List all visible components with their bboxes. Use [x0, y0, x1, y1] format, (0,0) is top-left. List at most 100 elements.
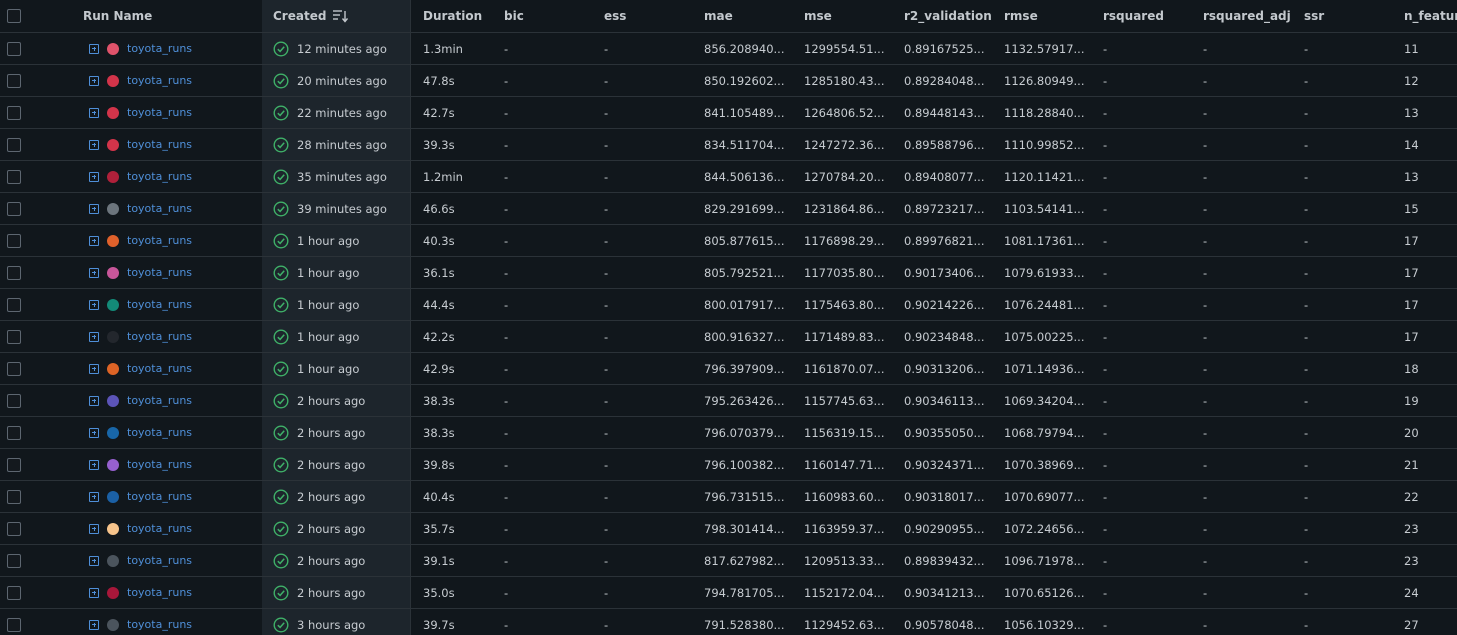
table-row[interactable]: toyota_runs 2 hours ago 39.1s - - 817.627982.… — [0, 545, 1457, 577]
table-row[interactable]: toyota_runs 1 hour ago 36.1s - - 805.792521..… — [0, 257, 1457, 289]
header-run-name[interactable]: Run Name — [83, 0, 263, 32]
run-color-dot[interactable] — [107, 586, 119, 599]
header-created[interactable]: Created — [262, 0, 411, 32]
table-row[interactable]: toyota_runs 22 minutes ago 42.7s - - 841.1054… — [0, 97, 1457, 129]
run-name-link[interactable]: toyota_runs — [127, 586, 193, 599]
select-all-checkbox[interactable] — [7, 9, 21, 23]
row-checkbox[interactable] — [7, 329, 21, 344]
row-checkbox[interactable] — [7, 265, 21, 280]
run-name-link[interactable]: toyota_runs — [127, 330, 193, 343]
plus-square-icon[interactable] — [89, 139, 99, 150]
header-ssr[interactable]: ssr — [1304, 0, 1394, 32]
header-rsquared[interactable]: rsquared — [1103, 0, 1198, 32]
run-color-dot[interactable] — [107, 234, 119, 247]
table-row[interactable]: toyota_runs 2 hours ago 38.3s - - 796.070379.… — [0, 417, 1457, 449]
table-row[interactable]: toyota_runs 3 hours ago 39.7s - - 791.528380.… — [0, 609, 1457, 635]
run-name-link[interactable]: toyota_runs — [127, 202, 193, 215]
table-row[interactable]: toyota_runs 2 hours ago 38.3s - - 795.263426.… — [0, 385, 1457, 417]
run-color-dot[interactable] — [107, 554, 119, 567]
row-checkbox[interactable] — [7, 521, 21, 536]
row-checkbox[interactable] — [7, 73, 21, 88]
plus-square-icon[interactable] — [89, 75, 99, 86]
run-name-link[interactable]: toyota_runs — [127, 618, 193, 631]
run-color-dot[interactable] — [107, 426, 119, 439]
run-color-dot[interactable] — [107, 522, 119, 535]
plus-square-icon[interactable] — [89, 331, 99, 342]
run-name-link[interactable]: toyota_runs — [127, 426, 193, 439]
row-checkbox[interactable] — [7, 137, 21, 152]
plus-square-icon[interactable] — [89, 363, 99, 374]
table-row[interactable]: toyota_runs 20 minutes ago 47.8s - - 850.1926… — [0, 65, 1457, 97]
run-color-dot[interactable] — [107, 138, 119, 151]
run-name-link[interactable]: toyota_runs — [127, 458, 193, 471]
plus-square-icon[interactable] — [89, 107, 99, 118]
row-checkbox[interactable] — [7, 361, 21, 376]
run-name-link[interactable]: toyota_runs — [127, 362, 193, 375]
run-name-link[interactable]: toyota_runs — [127, 138, 193, 151]
row-checkbox[interactable] — [7, 297, 21, 312]
run-name-link[interactable]: toyota_runs — [127, 266, 193, 279]
row-checkbox[interactable] — [7, 617, 21, 632]
row-checkbox[interactable] — [7, 585, 21, 600]
run-color-dot[interactable] — [107, 74, 119, 87]
table-row[interactable]: toyota_runs 12 minutes ago 1.3min - - 856.208… — [0, 33, 1457, 65]
row-checkbox[interactable] — [7, 41, 21, 56]
row-checkbox[interactable] — [7, 105, 21, 120]
plus-square-icon[interactable] — [89, 43, 99, 54]
row-checkbox[interactable] — [7, 425, 21, 440]
header-mae[interactable]: mae — [704, 0, 794, 32]
plus-square-icon[interactable] — [89, 267, 99, 278]
run-color-dot[interactable] — [107, 202, 119, 215]
plus-square-icon[interactable] — [89, 619, 99, 630]
header-rmse[interactable]: rmse — [1004, 0, 1094, 32]
run-color-dot[interactable] — [107, 106, 119, 119]
header-bic[interactable]: bic — [504, 0, 594, 32]
run-name-link[interactable]: toyota_runs — [127, 106, 193, 119]
header-n-features[interactable]: n_feature — [1404, 0, 1457, 32]
plus-square-icon[interactable] — [89, 587, 99, 598]
row-checkbox[interactable] — [7, 489, 21, 504]
run-name-link[interactable]: toyota_runs — [127, 394, 193, 407]
plus-square-icon[interactable] — [89, 459, 99, 470]
row-checkbox[interactable] — [7, 457, 21, 472]
table-row[interactable]: toyota_runs 1 hour ago 42.2s - - 800.916327..… — [0, 321, 1457, 353]
row-checkbox[interactable] — [7, 233, 21, 248]
row-checkbox[interactable] — [7, 553, 21, 568]
table-row[interactable]: toyota_runs 1 hour ago 40.3s - - 805.877615..… — [0, 225, 1457, 257]
table-row[interactable]: toyota_runs 2 hours ago 39.8s - - 796.100382.… — [0, 449, 1457, 481]
run-color-dot[interactable] — [107, 490, 119, 503]
run-color-dot[interactable] — [107, 266, 119, 279]
plus-square-icon[interactable] — [89, 427, 99, 438]
header-mse[interactable]: mse — [804, 0, 894, 32]
row-checkbox[interactable] — [7, 169, 21, 184]
plus-square-icon[interactable] — [89, 555, 99, 566]
run-color-dot[interactable] — [107, 170, 119, 183]
header-duration[interactable]: Duration — [423, 0, 498, 32]
plus-square-icon[interactable] — [89, 171, 99, 182]
run-name-link[interactable]: toyota_runs — [127, 554, 193, 567]
run-color-dot[interactable] — [107, 458, 119, 471]
table-row[interactable]: toyota_runs 1 hour ago 42.9s - - 796.397909..… — [0, 353, 1457, 385]
plus-square-icon[interactable] — [89, 299, 99, 310]
row-checkbox[interactable] — [7, 393, 21, 408]
run-color-dot[interactable] — [107, 298, 119, 311]
run-name-link[interactable]: toyota_runs — [127, 170, 193, 183]
plus-square-icon[interactable] — [89, 203, 99, 214]
table-row[interactable]: toyota_runs 2 hours ago 40.4s - - 796.731515.… — [0, 481, 1457, 513]
header-rsquared-adj[interactable]: rsquared_adj — [1203, 0, 1298, 32]
run-name-link[interactable]: toyota_runs — [127, 42, 193, 55]
header-ess[interactable]: ess — [604, 0, 694, 32]
run-color-dot[interactable] — [107, 330, 119, 343]
table-row[interactable]: toyota_runs 2 hours ago 35.7s - - 798.301414.… — [0, 513, 1457, 545]
plus-square-icon[interactable] — [89, 523, 99, 534]
run-color-dot[interactable] — [107, 362, 119, 375]
run-name-link[interactable]: toyota_runs — [127, 490, 193, 503]
run-color-dot[interactable] — [107, 394, 119, 407]
run-name-link[interactable]: toyota_runs — [127, 522, 193, 535]
row-checkbox[interactable] — [7, 201, 21, 216]
run-name-link[interactable]: toyota_runs — [127, 298, 193, 311]
table-row[interactable]: toyota_runs 28 minutes ago 39.3s - - 834.5117… — [0, 129, 1457, 161]
plus-square-icon[interactable] — [89, 491, 99, 502]
plus-square-icon[interactable] — [89, 235, 99, 246]
header-r2-validation[interactable]: r2_validation — [904, 0, 999, 32]
